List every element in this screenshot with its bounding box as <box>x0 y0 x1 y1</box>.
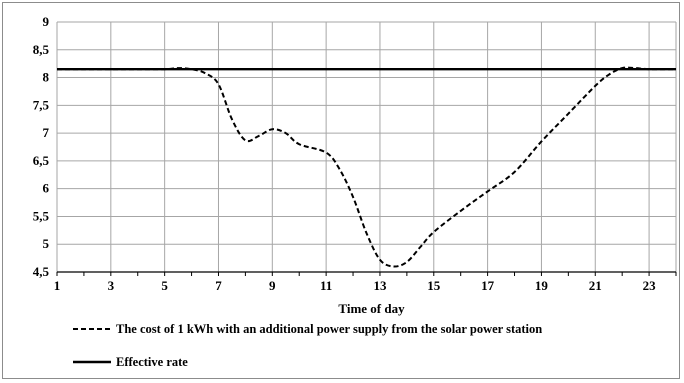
legend-label-effective-rate: Effective rate <box>116 355 188 369</box>
y-tick-label: 5 <box>43 236 50 251</box>
legend-label-solar-cost: The cost of 1 kWh with an additional pow… <box>116 322 542 336</box>
y-axis-ticks: 4,5 5 5,5 6 6,5 7 7,5 8 8,5 9 <box>33 14 50 279</box>
y-tick-label: 8,5 <box>33 42 50 57</box>
y-tick-label: 5,5 <box>33 208 50 223</box>
x-tick-label: 23 <box>643 278 657 293</box>
x-tick-label: 21 <box>589 278 602 293</box>
y-tick-label: 6 <box>43 181 50 196</box>
x-tick-label: 15 <box>427 278 441 293</box>
x-tick-label: 1 <box>54 278 61 293</box>
x-tick-label: 13 <box>373 278 387 293</box>
x-axis-ticks: 1 3 5 7 9 11 13 15 17 19 21 23 <box>54 272 677 293</box>
y-tick-label: 7,5 <box>33 97 50 112</box>
series-solar-cost-line <box>57 66 677 268</box>
x-tick-label: 7 <box>215 278 222 293</box>
x-tick-label: 5 <box>161 278 168 293</box>
legend: The cost of 1 kWh with an additional pow… <box>73 322 542 369</box>
y-tick-label: 4,5 <box>33 264 50 279</box>
y-tick-label: 9 <box>43 14 50 29</box>
chart-frame <box>2 2 680 379</box>
x-tick-label: 19 <box>535 278 549 293</box>
y-tick-label: 7 <box>43 125 50 140</box>
x-axis-label: Time of day <box>338 301 405 316</box>
y-tick-label: 6,5 <box>33 153 50 168</box>
x-tick-label: 17 <box>481 278 495 293</box>
x-tick-label: 11 <box>320 278 332 293</box>
x-tick-label: 3 <box>108 278 115 293</box>
x-tick-label: 9 <box>269 278 276 293</box>
y-tick-label: 8 <box>43 70 50 85</box>
